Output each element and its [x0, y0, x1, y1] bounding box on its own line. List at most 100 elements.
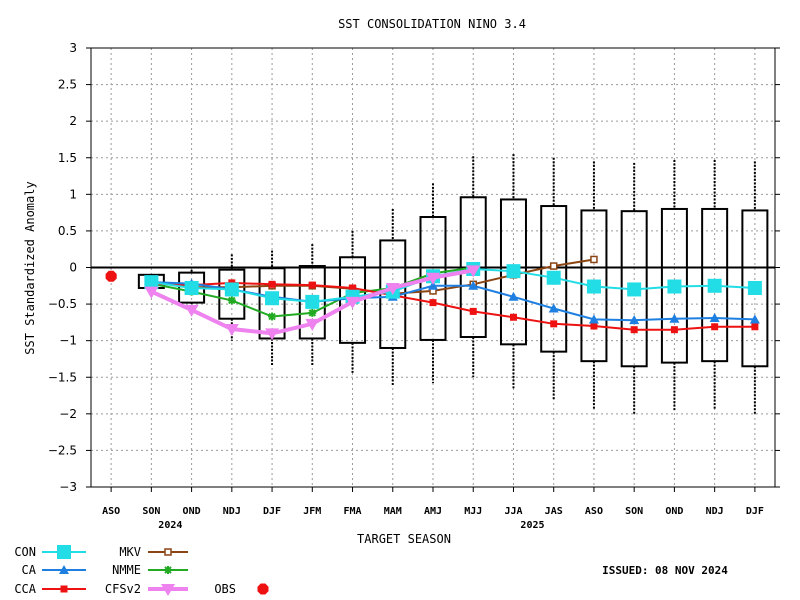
point-ca [669, 313, 680, 323]
legend-marker-cfsv2 [161, 584, 175, 596]
y-tick-label: −2.5 [48, 443, 77, 457]
point-cfsv2 [144, 286, 159, 299]
point-cfsv2 [305, 318, 320, 331]
x-tick-label: AMJ [424, 506, 442, 517]
legend: CON CA CCA MKV NMME CFSv2 OBS [14, 545, 269, 596]
legend-item-nmme: NMME [112, 563, 188, 577]
point-cca [590, 322, 598, 330]
x-tick-label: OND [665, 506, 683, 517]
point-ca [629, 315, 640, 325]
point-con [224, 282, 239, 297]
point-cca [349, 284, 357, 292]
x-tick-label: JJA [504, 506, 522, 517]
x-tick-label: DJF [263, 506, 281, 517]
y-tick-label: −1 [59, 334, 77, 348]
legend-label-con: CON [14, 545, 36, 559]
y-tick-label: 0 [69, 261, 77, 275]
point-mkv [549, 262, 558, 270]
x-tick-label: SON [142, 506, 160, 517]
legend-label-cfsv2: CFSv2 [105, 582, 141, 596]
axes: 3 2.5 2 1.5 1 0.5 0 −0.5 −1 −1.5 −2 −2.5 −3 ASO SON OND… [48, 41, 780, 531]
series-con [144, 261, 762, 309]
point-con [747, 280, 762, 295]
point-nmme [308, 308, 317, 317]
point-con [546, 270, 561, 285]
x-tick-label: ASO [585, 506, 603, 517]
y-tick-label: 1.5 [58, 151, 77, 165]
legend-marker-ca [59, 565, 69, 574]
point-cfsv2 [466, 265, 481, 278]
point-con [184, 280, 199, 295]
series-lines [105, 255, 762, 341]
year-label: 2025 [520, 520, 544, 531]
point-mkv [590, 255, 598, 264]
point-con [506, 264, 521, 279]
legend-label-ca: CA [22, 563, 37, 577]
x-tick-label: NDJ [706, 506, 724, 517]
point-ca [428, 280, 438, 290]
point-ca [468, 280, 479, 290]
point-cca [429, 299, 437, 307]
box-body [298, 265, 326, 340]
point-cca [469, 307, 477, 315]
x-tick-label: MAM [384, 506, 402, 517]
point-con [265, 291, 280, 306]
chart-title: SST CONSOLIDATION NINO 3.4 [338, 17, 526, 31]
point-cca [550, 320, 558, 328]
point-cfsv2 [345, 296, 360, 309]
legend-marker-obs [257, 583, 269, 595]
x-axis-label: TARGET SEASON [357, 532, 451, 546]
point-ca [548, 303, 559, 313]
x-tick-label: JAS [545, 506, 563, 517]
point-cca [308, 281, 316, 289]
x-tick-label: OND [183, 506, 201, 517]
legend-marker-cca [60, 585, 68, 593]
box-body [741, 209, 769, 368]
point-cfsv2 [224, 323, 239, 336]
box-body [540, 205, 568, 353]
point-ca [588, 314, 599, 324]
legend-label-nmme: NMME [112, 563, 141, 577]
y-tick-label: 1 [69, 187, 77, 201]
series-cfsv2 [144, 265, 481, 341]
point-nmme [227, 296, 236, 305]
point-ca [508, 291, 519, 301]
legend-marker-mkv [164, 548, 172, 556]
point-cca [509, 313, 517, 321]
point-con [707, 278, 722, 293]
legend-label-obs: OBS [214, 582, 236, 596]
y-tick-label: −1.5 [48, 370, 77, 384]
point-cca [751, 323, 759, 331]
series-line-cca [151, 281, 755, 331]
point-cca [670, 326, 678, 334]
x-tick-label: JFM [303, 506, 321, 517]
point-cca [711, 323, 719, 331]
point-con [144, 275, 159, 290]
point-cfsv2 [265, 328, 280, 341]
y-tick-label: −2 [59, 407, 77, 421]
legend-item-obs: OBS [214, 582, 269, 596]
box-body [580, 209, 608, 363]
point-cfsv2 [426, 272, 440, 285]
point-cfsv2 [385, 282, 400, 295]
box-body [218, 268, 246, 320]
x-tick-label: DJF [746, 506, 764, 517]
point-cfsv2 [184, 304, 199, 317]
point-obs [105, 270, 117, 282]
y-tick-label: −0.5 [48, 297, 77, 311]
x-tick-label: SON [625, 506, 643, 517]
point-con [586, 279, 601, 294]
point-ca [749, 314, 760, 324]
legend-item-ca: CA [22, 563, 86, 577]
x-tick-label: MJJ [464, 506, 482, 517]
legend-item-cca: CCA [14, 582, 86, 596]
y-tick-label: −3 [59, 480, 77, 494]
y-tick-label: 3 [69, 41, 77, 55]
x-tick-label: FMA [343, 506, 361, 517]
year-label: 2024 [158, 520, 182, 531]
legend-item-con: CON [14, 545, 86, 559]
legend-item-cfsv2: CFSv2 [105, 582, 188, 596]
point-con [667, 279, 682, 294]
point-nmme [268, 312, 277, 321]
